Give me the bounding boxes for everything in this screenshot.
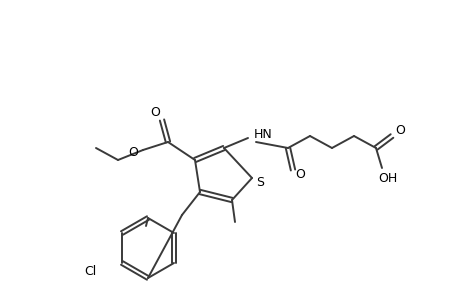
Text: O: O <box>128 146 138 160</box>
Text: O: O <box>150 106 160 118</box>
Text: S: S <box>256 176 263 188</box>
Text: Cl: Cl <box>84 266 96 278</box>
Text: O: O <box>294 167 304 181</box>
Text: OH: OH <box>378 172 397 184</box>
Text: O: O <box>394 124 404 136</box>
Text: HN: HN <box>253 128 272 140</box>
